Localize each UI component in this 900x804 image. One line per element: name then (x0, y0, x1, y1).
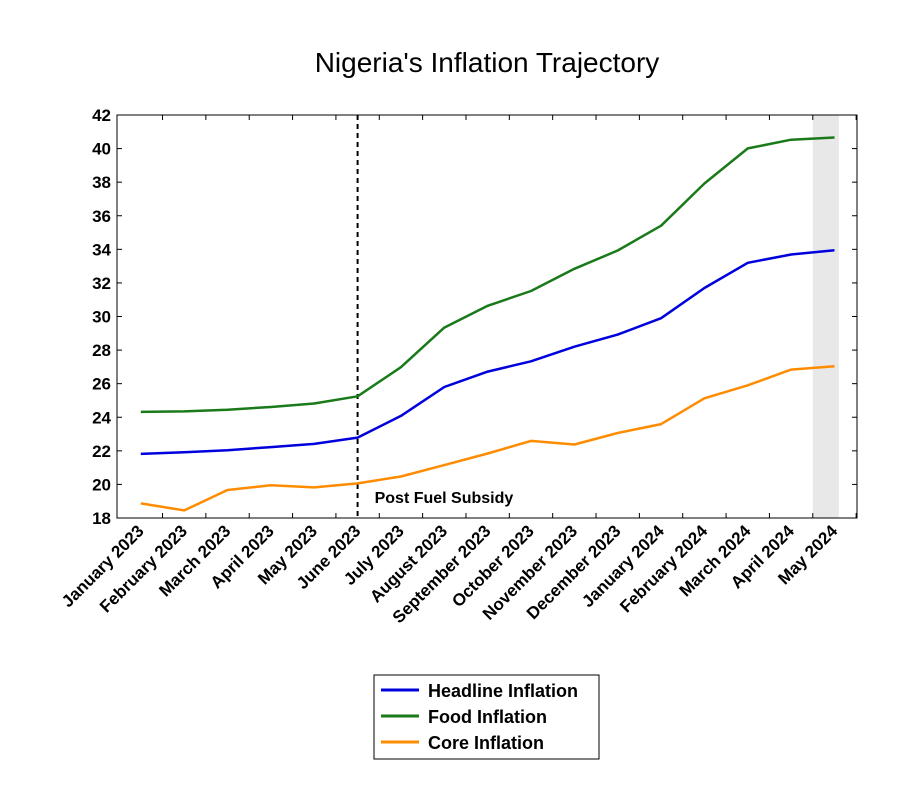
annotation-label: Post Fuel Subsidy (375, 490, 514, 507)
y-tick-label: 20 (92, 475, 111, 494)
y-tick-label: 38 (92, 173, 111, 192)
y-tick-label: 40 (92, 140, 111, 159)
series-line-food-inflation (140, 136, 835, 414)
y-tick-label: 28 (92, 341, 111, 360)
y-tick-label: 34 (92, 240, 111, 259)
y-tick-label: 36 (92, 207, 111, 226)
y-tick-label: 18 (92, 509, 111, 528)
y-tick-label: 32 (92, 274, 111, 293)
series-line-core-inflation (140, 364, 835, 512)
y-tick-label: 24 (92, 408, 111, 427)
plot-frame (116, 114, 858, 519)
legend-label: Food Inflation (428, 707, 547, 727)
chart-title: Nigeria's Inflation Trajectory (315, 47, 660, 78)
y-tick-label: 26 (92, 375, 111, 394)
series-line-headline-inflation (140, 248, 835, 456)
legend-label: Headline Inflation (428, 681, 578, 701)
y-tick-label: 42 (92, 106, 111, 125)
shaded-region (812, 115, 839, 518)
y-tick-label: 22 (92, 442, 111, 461)
legend-label: Core Inflation (428, 733, 544, 753)
y-tick-label: 30 (92, 308, 111, 327)
